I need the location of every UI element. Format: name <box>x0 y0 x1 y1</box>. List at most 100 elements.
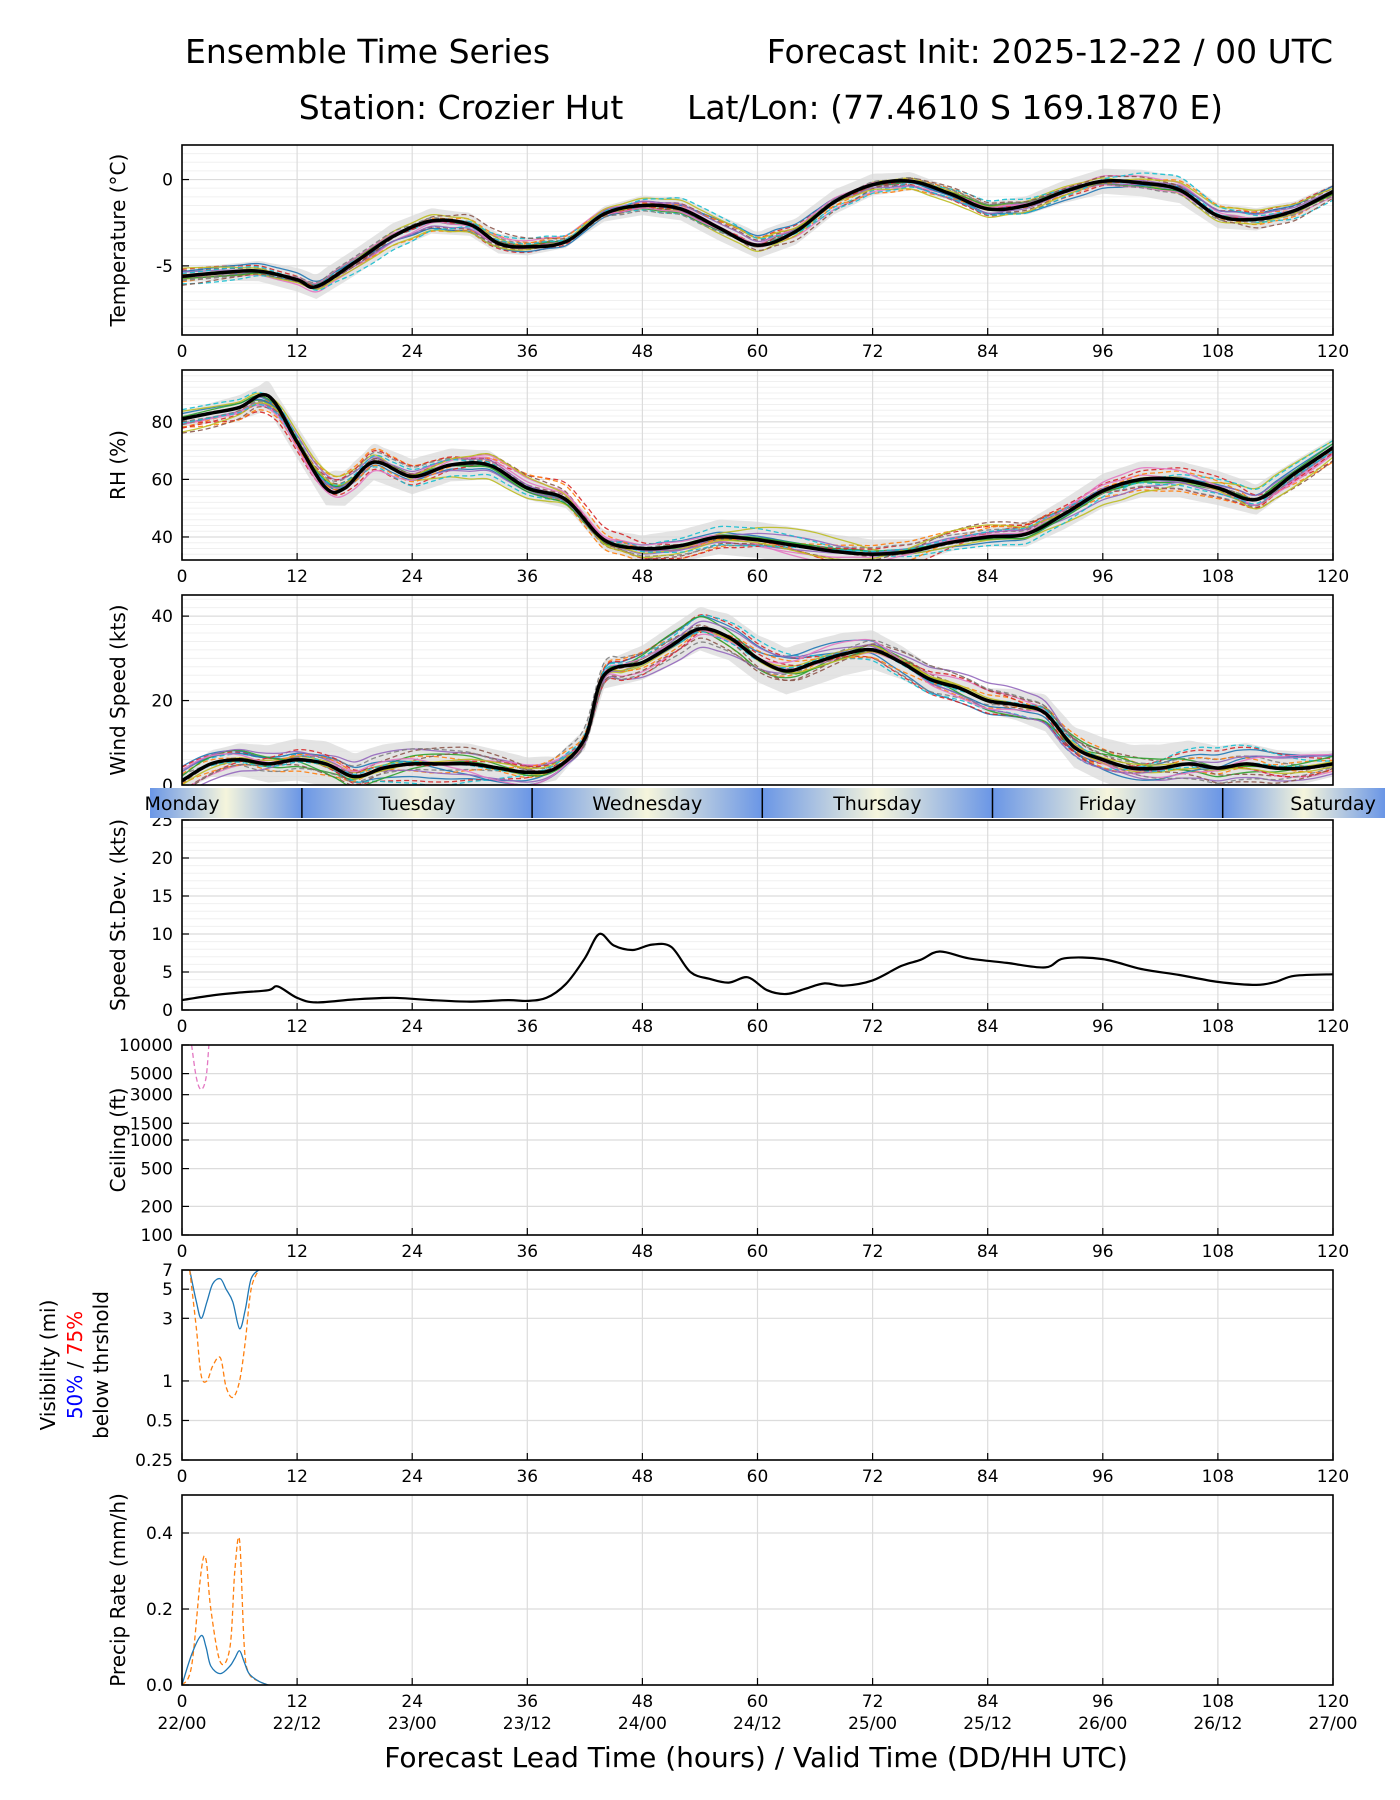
x-tick-label: 48 <box>632 1692 654 1712</box>
x-tick-label: 120 <box>1317 1467 1349 1487</box>
x-tick-label: 36 <box>516 342 538 362</box>
y-tick-label: 0.0 <box>146 1676 173 1696</box>
x-tick-label: 96 <box>1092 342 1114 362</box>
member-line <box>199 643 1333 785</box>
x-tick-label: 0 <box>177 1017 188 1037</box>
day-band <box>762 788 993 818</box>
member-line <box>182 392 1333 555</box>
plot-area-temp <box>182 168 1333 299</box>
y-tick-label: 20 <box>151 849 173 869</box>
y-tick-label: 10 <box>151 925 173 945</box>
x-tick-label: 60 <box>747 1692 769 1712</box>
member-line <box>182 629 1333 785</box>
member-line <box>182 181 1333 282</box>
x-tick-label: 24 <box>401 1467 423 1487</box>
x-tick-label: 84 <box>977 567 999 587</box>
y-tick-label: 3000 <box>130 1086 173 1106</box>
y-axis-label: Speed St.Dev. (kts) <box>106 819 130 1011</box>
y-axis-label: RH (%) <box>106 430 130 500</box>
day-band <box>301 788 533 818</box>
x-tick-label: 24 <box>401 567 423 587</box>
x-tick-label: 48 <box>632 567 654 587</box>
y-tick-label: 0 <box>162 776 173 796</box>
ensemble-mean-line <box>182 178 1333 289</box>
day-label-monday: Monday <box>144 793 219 815</box>
member-line <box>191 639 1333 785</box>
latlon-label: Lat/Lon: (77.4610 S 169.1870 E) <box>687 88 1223 127</box>
valid-time-label: 25/00 <box>848 1714 897 1734</box>
y-axis-label-below: below thrshold <box>89 1291 113 1439</box>
member-line <box>182 172 1333 291</box>
day-band <box>150 788 302 818</box>
valid-time-label: 23/12 <box>503 1714 552 1734</box>
p75-label: 75% <box>63 1311 87 1355</box>
valid-time-label: 22/00 <box>158 1714 207 1734</box>
y-axis-label-threshold: 50% / 75% <box>63 1311 87 1419</box>
member-line <box>182 403 1333 554</box>
p50-label: 50% <box>63 1375 87 1419</box>
x-tick-label: 0 <box>177 1467 188 1487</box>
y-axis-label: Precip Rate (mm/h) <box>106 1493 130 1687</box>
x-tick-label: 120 <box>1317 567 1349 587</box>
y-tick-label: 1000 <box>130 1131 173 1151</box>
member-line <box>182 403 1333 560</box>
day-label-saturday: Saturday <box>1290 793 1376 815</box>
x-tick-label: 60 <box>747 567 769 587</box>
panel-precip: 0.0 0.2 0.4 0 12 24 36 48 60 72 84 96 108 120 Precip R… <box>106 1493 1349 1712</box>
y-tick-label: 10000 <box>119 1036 173 1056</box>
x-tick-label: 120 <box>1317 1017 1349 1037</box>
plot-area-spd_sd <box>182 932 1333 1004</box>
series-line-spd_sd-0 <box>182 932 1333 1004</box>
y-tick-label: 0.4 <box>146 1524 173 1544</box>
x-tick-label: 72 <box>862 1467 884 1487</box>
x-tick-label: 12 <box>286 567 308 587</box>
plot-area-precip <box>182 1536 269 1685</box>
y-tick-label: 7 <box>162 1261 173 1281</box>
day-label-thursday: Thursday <box>832 793 921 815</box>
x-tick-label: 84 <box>977 1017 999 1037</box>
valid-time-label: 25/12 <box>963 1714 1012 1734</box>
x-tick-label: 0 <box>177 342 188 362</box>
axes-frame <box>181 594 1334 786</box>
x-tick-label: 0 <box>177 567 188 587</box>
y-tick-label: 60 <box>151 470 173 490</box>
plot-area-wind <box>182 607 1333 785</box>
x-tick-label: 60 <box>747 1242 769 1262</box>
x-tick-label: 48 <box>632 1017 654 1037</box>
x-tick-label: 72 <box>862 1242 884 1262</box>
series-line-vis-0 <box>189 1270 260 1330</box>
x-tick-label: 36 <box>516 1242 538 1262</box>
day-strip: Monday Tuesday Wednesday Thursday Friday Satu… <box>144 788 1385 818</box>
valid-time-label: 26/12 <box>1193 1714 1242 1734</box>
x-tick-label: 72 <box>862 1692 884 1712</box>
y-tick-label: 0 <box>162 171 173 191</box>
y-axis-label: Visibility (mi) <box>36 1300 60 1431</box>
plot-area-vis <box>189 1270 260 1399</box>
y-tick-label: 3 <box>162 1309 173 1329</box>
y-tick-label: 5 <box>162 1280 173 1300</box>
panel-wind: 0 20 40 Wind Speed (kts) <box>106 594 1334 796</box>
x-tick-label: 96 <box>1092 1242 1114 1262</box>
day-label-friday: Friday <box>1079 793 1137 815</box>
title-right: Forecast Init: 2025-12-22 / 00 UTC <box>767 32 1333 71</box>
y-tick-label: 0.25 <box>135 1451 173 1471</box>
y-tick-label: 100 <box>141 1226 173 1246</box>
x-tick-label: 84 <box>977 342 999 362</box>
x-tick-label: 12 <box>286 1692 308 1712</box>
x-tick-label: 36 <box>516 1467 538 1487</box>
ensemble-mean-line <box>182 626 1333 783</box>
member-line <box>182 179 1333 290</box>
series-line-vis-1 <box>189 1270 260 1399</box>
x-tick-label: 84 <box>977 1692 999 1712</box>
y-tick-label: 5000 <box>130 1065 173 1085</box>
x-tick-label: 24 <box>401 1692 423 1712</box>
y-tick-label: 20 <box>151 692 173 712</box>
x-tick-label: 48 <box>632 1467 654 1487</box>
y-tick-label: 15 <box>151 887 173 907</box>
valid-time-label: 27/00 <box>1309 1714 1358 1734</box>
y-tick-label: 0.2 <box>146 1600 173 1620</box>
y-tick-label: 1 <box>162 1372 173 1392</box>
